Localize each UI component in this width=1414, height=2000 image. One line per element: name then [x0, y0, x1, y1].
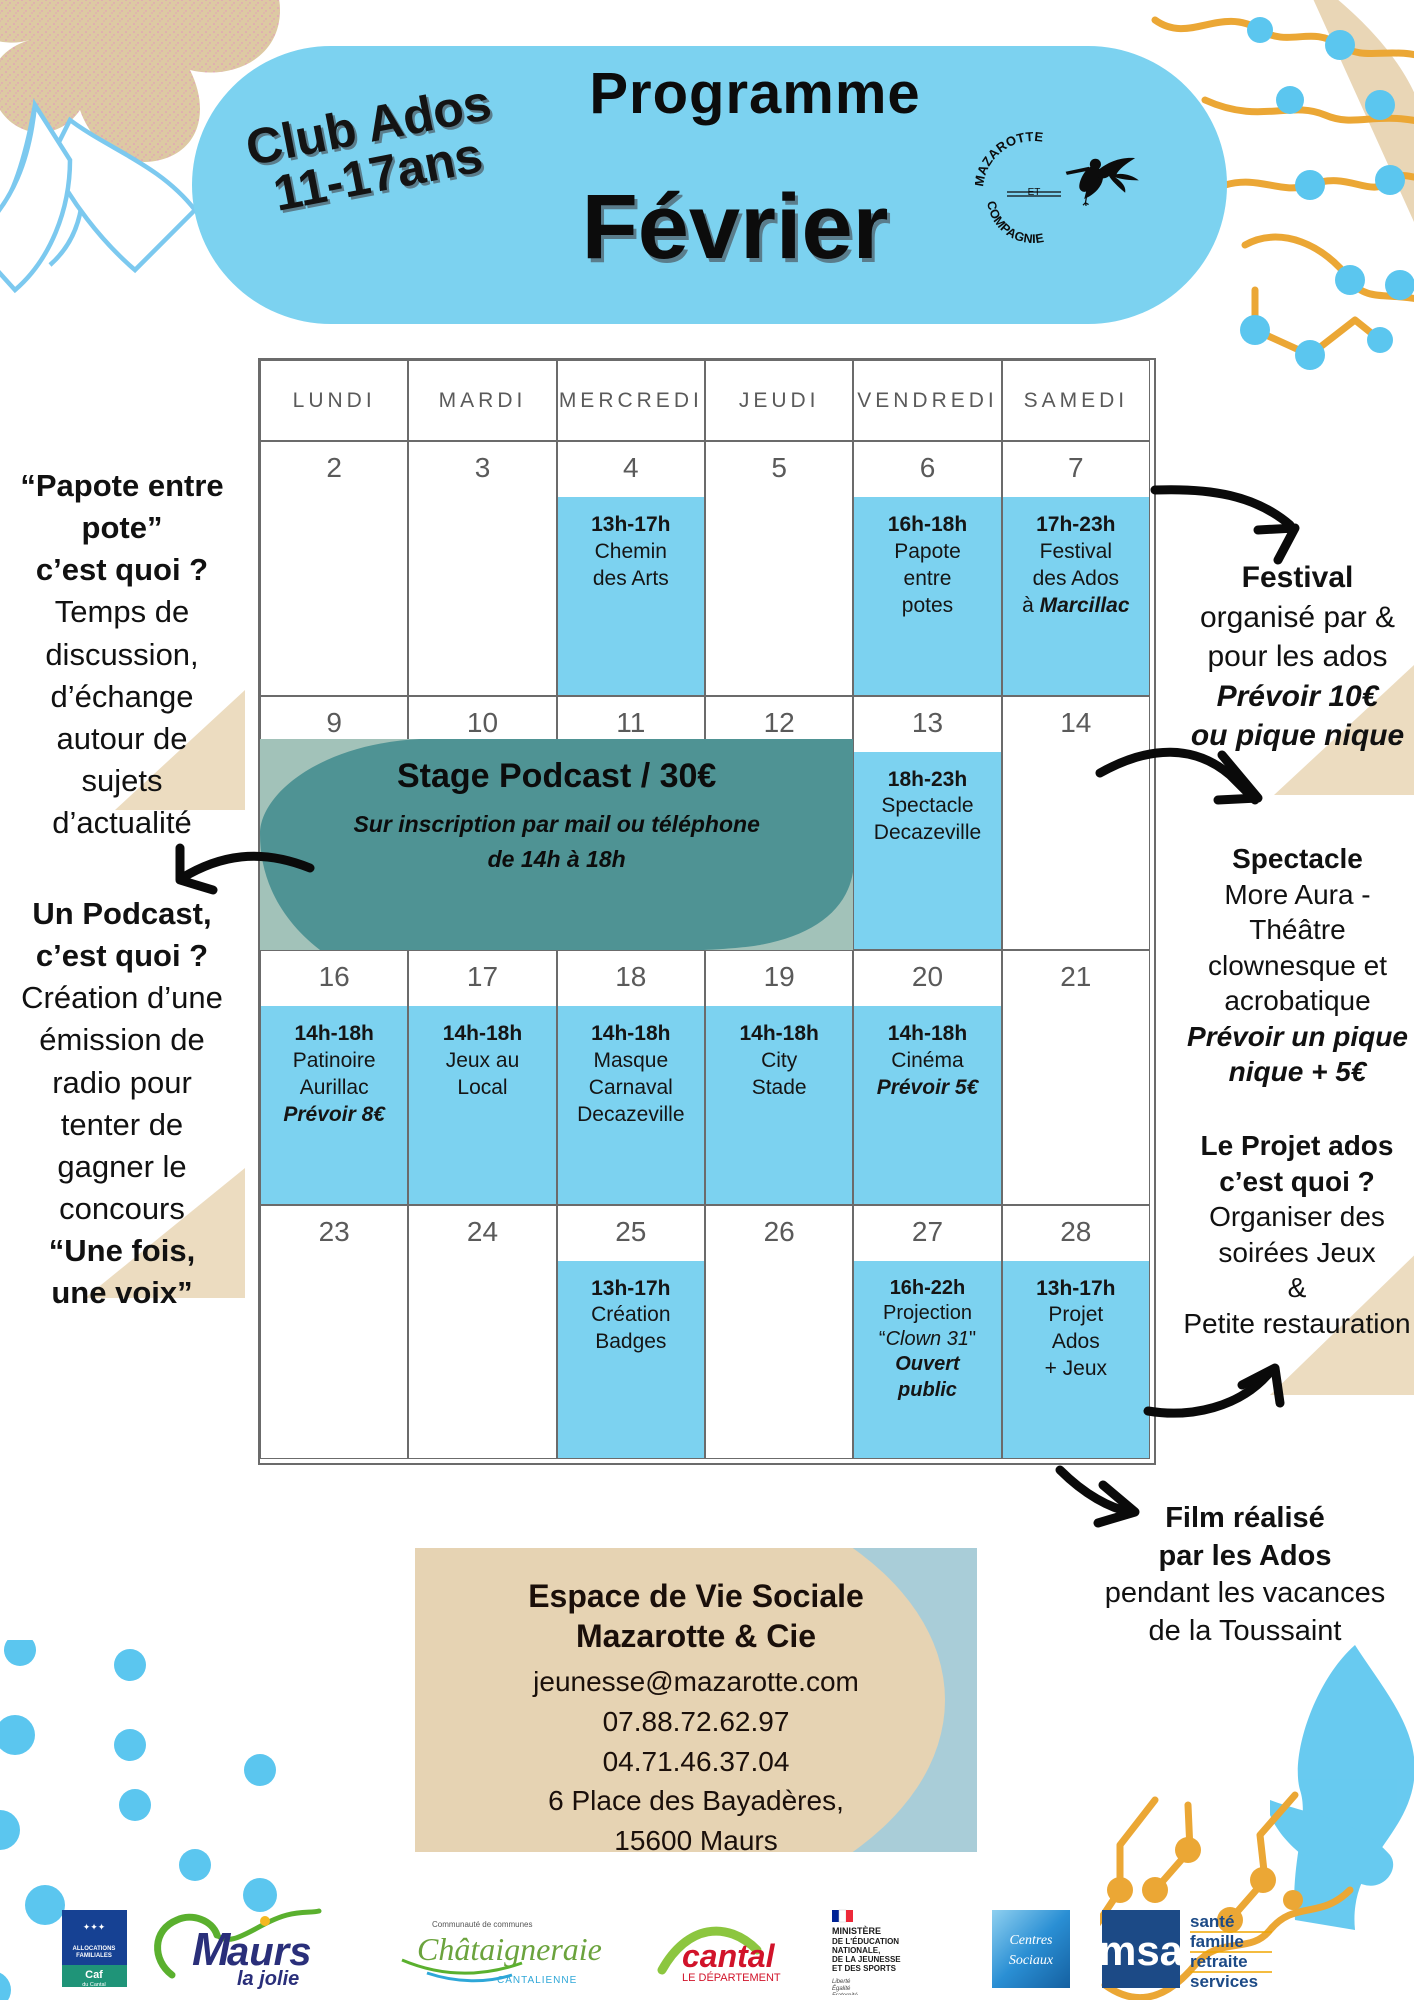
- svg-text:Liberté: Liberté: [832, 1979, 851, 1985]
- svg-text:Fraternité: Fraternité: [832, 1993, 858, 1995]
- svg-text:MAZAROTTE: MAZAROTTE: [975, 129, 1044, 188]
- svg-text:Caf: Caf: [85, 1969, 103, 1981]
- svg-text:services: services: [1190, 1972, 1258, 1991]
- svg-text:Sociaux: Sociaux: [1009, 1953, 1054, 1968]
- svg-text:NATIONALE,: NATIONALE,: [832, 1946, 880, 1955]
- svg-text:Châtaigneraie: Châtaigneraie: [417, 1931, 602, 1967]
- svg-text:Communauté de communes: Communauté de communes: [432, 1920, 533, 1929]
- svg-text:FAMILIALES: FAMILIALES: [76, 1953, 112, 1959]
- svg-text:msa: msa: [1099, 1927, 1184, 1974]
- svg-text:DE LA JEUNESSE: DE LA JEUNESSE: [832, 1955, 901, 1964]
- svg-text:du Cantal: du Cantal: [82, 1982, 106, 1988]
- svg-text:Centres: Centres: [1009, 1933, 1053, 1948]
- svg-text:M: M: [192, 1923, 232, 1975]
- svg-text:santé: santé: [1190, 1912, 1234, 1931]
- svg-text:cantal: cantal: [682, 1938, 776, 1974]
- svg-text:ET DES SPORTS: ET DES SPORTS: [832, 1964, 897, 1973]
- svg-text:la jolie: la jolie: [237, 1968, 299, 1990]
- svg-text:COMPAGNIE: COMPAGNIE: [984, 200, 1045, 246]
- svg-text:Égalité: Égalité: [832, 1985, 851, 1992]
- svg-text:LE DÉPARTEMENT: LE DÉPARTEMENT: [682, 1971, 781, 1984]
- svg-text:retraite: retraite: [1190, 1952, 1248, 1971]
- svg-text:✦✦✦: ✦✦✦: [83, 1922, 106, 1932]
- svg-text:famille: famille: [1190, 1932, 1244, 1951]
- svg-text:DE L'ÉDUCATION: DE L'ÉDUCATION: [832, 1937, 899, 1946]
- svg-text:ET: ET: [1028, 187, 1041, 198]
- svg-text:MINISTÈRE: MINISTÈRE: [832, 1926, 881, 1936]
- svg-text:ALLOCATIONS: ALLOCATIONS: [73, 1946, 116, 1952]
- svg-text:CANTALIENNE: CANTALIENNE: [497, 1975, 577, 1986]
